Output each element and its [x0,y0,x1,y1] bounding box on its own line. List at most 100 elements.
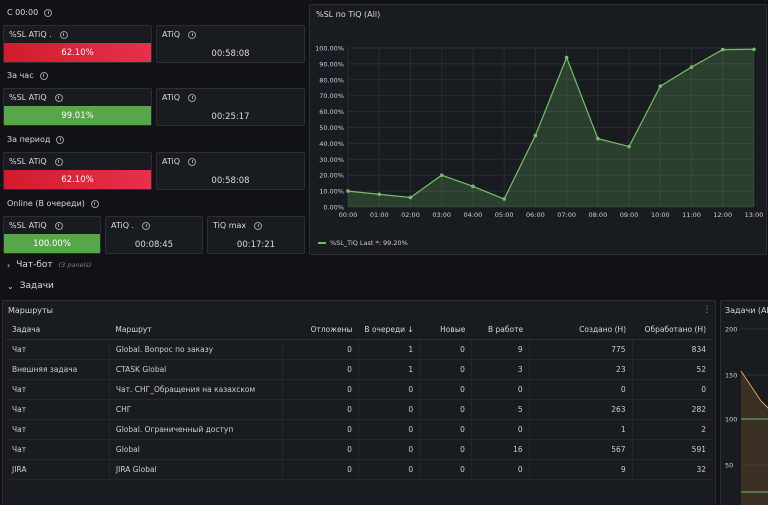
info-icon[interactable] [188,30,197,39]
data-point[interactable] [689,65,694,69]
info-icon[interactable] [188,157,197,166]
table-cell: 3 [470,359,530,380]
table-cell: Внешняя задача [6,359,110,380]
sl-atiq-per-period-panel[interactable]: %SL ATiQ 62.10% [3,152,152,190]
row-chatbot[interactable]: › Чат-бот (3 panels) [7,260,91,270]
series-area [741,371,768,505]
column-header[interactable]: В очереди ↓ [358,321,420,340]
table-row[interactable]: Чат Global 0 0 0 16 567 591 [6,439,712,460]
chart-legend[interactable]: %SL_TiQ Last *: 99.20% [318,239,408,247]
table-row[interactable]: Чат СНГ 0 0 0 5 263 282 [6,399,712,420]
data-point[interactable] [564,55,569,60]
panel-title: ATiQ [162,157,181,166]
data-point[interactable] [471,184,475,189]
section-per-hour: За час [7,71,48,80]
table-cell: 16 [470,439,530,460]
table-row[interactable]: JIRA JIRA Global 0 0 0 0 9 32 [6,459,712,480]
x-tick-label: 01:00 [370,211,389,219]
series-area [348,49,754,207]
data-point[interactable] [346,189,350,193]
table-cell: 0 [282,419,359,440]
panel-title: %SL ATiQ [9,157,47,166]
table-cell: 0 [631,379,712,400]
y-tick-label: 50 [725,462,733,470]
table-cell: 0 [419,439,472,460]
routes-panel[interactable]: Маршруты ⋮ Задача Маршрут Отложены В очеред… [2,300,716,505]
atiq-per-hour-panel[interactable]: ATiQ 00:25:17 [156,88,305,126]
table-cell: 567 [528,439,633,460]
column-header[interactable]: Создано (Н) [529,321,633,340]
table-cell: 23 [528,359,633,380]
y-tick-label: 200 [725,326,737,334]
sl-atiq-per-hour-panel[interactable]: %SL ATiQ 99.01% [3,88,152,126]
data-point[interactable] [533,133,538,138]
column-header[interactable]: Обработано (Н) [632,321,712,340]
sl-tiq-chart-panel[interactable]: %SL по TiQ (All) 0.00% 10.00% 20.00% 30.00%… [309,4,767,255]
table-cell: 591 [631,439,712,460]
table-row[interactable]: Чат Global. Вопрос по заказу 0 1 0 9 775 834 [6,339,712,360]
y-tick-label: 20.00% [319,172,344,180]
series-line [347,48,755,200]
table-cell: 282 [631,399,712,420]
info-icon[interactable] [54,93,63,102]
table-cell: 0 [282,359,359,380]
info-icon[interactable] [142,221,151,230]
atiq-per-period-panel[interactable]: ATiQ 00:58:08 [156,152,305,190]
info-icon[interactable] [56,135,65,144]
table-cell: Чат. СНГ_Обращения на казахском [108,379,283,400]
info-icon[interactable] [54,221,63,230]
stat-value: 00:08:45 [134,240,174,250]
data-point[interactable] [720,47,725,52]
table-cell: 0 [357,439,420,460]
tiq-max-online-panel[interactable]: TiQ max 00:17:21 [207,216,305,254]
data-point[interactable] [596,136,600,141]
data-point[interactable] [377,192,382,197]
info-icon[interactable] [90,199,99,208]
table-cell: 1 [357,339,420,360]
atiq-since-midnight-panel[interactable]: ATiQ 00:58:08 [156,25,305,63]
side-chart: 200 150 100 50 [725,326,768,505]
x-tick-label: 12:00 [713,211,732,219]
table-row[interactable]: Чат Global. Ограниченный доступ 0 0 0 0 1 2 [6,419,712,440]
stat-value: 00:17:21 [236,240,276,250]
table-cell: Global. Вопрос по заказу [108,339,283,360]
table-cell: 0 [419,379,472,400]
data-point[interactable] [752,47,756,52]
x-tick-label: 05:00 [495,211,514,219]
info-icon[interactable] [59,30,68,39]
sl-atiq-online-panel[interactable]: %SL ATiQ 100.00% [3,216,101,254]
x-tick-label: 06:00 [526,211,545,219]
stat-value: 100.00% [4,234,100,253]
y-tick-label: 150 [725,372,737,380]
panel-menu-icon[interactable]: ⋮ [702,305,712,315]
table-body: Чат Global. Вопрос по заказу 0 1 0 9 775 834 Вне… [6,339,712,480]
info-icon[interactable] [44,8,53,17]
info-icon[interactable] [39,71,48,80]
table-cell: СНГ [108,399,283,420]
sl-atiq-since-midnight-panel[interactable]: %SL ATiQ . 62.10% [3,25,152,63]
chevron-down-icon: ⌄ [7,281,14,291]
info-icon[interactable] [188,93,197,102]
data-point[interactable] [502,197,506,201]
column-header[interactable]: В работе [471,321,530,340]
data-point[interactable] [439,173,444,177]
data-point[interactable] [658,84,663,88]
column-header[interactable]: Отложены [282,321,359,340]
tasks-side-panel[interactable]: Задачи (All 200 150 100 50 [720,300,768,505]
atiq-online-panel[interactable]: ATiQ . 00:08:45 [105,216,203,254]
table-cell: 834 [631,339,712,360]
data-point[interactable] [408,195,413,200]
table-row[interactable]: Внешняя задача CTASK Global 0 1 0 3 23 52 [6,359,712,380]
column-header[interactable]: Задача [6,321,110,340]
column-header[interactable]: Маршрут [109,321,283,340]
table-row[interactable]: Чат Чат. СНГ_Обращения на казахском 0 0 0 0 0 0 [6,379,712,400]
panel-title: ATiQ . [111,221,135,230]
table-cell: 0 [470,459,530,480]
column-header[interactable]: Новые [419,321,472,340]
info-icon[interactable] [254,221,263,230]
y-tick-label: 40.00% [319,140,344,148]
table-cell: 0 [419,459,472,480]
info-icon[interactable] [54,157,63,166]
data-point[interactable] [627,144,631,149]
row-tasks[interactable]: ⌄ Задачи [7,281,54,291]
